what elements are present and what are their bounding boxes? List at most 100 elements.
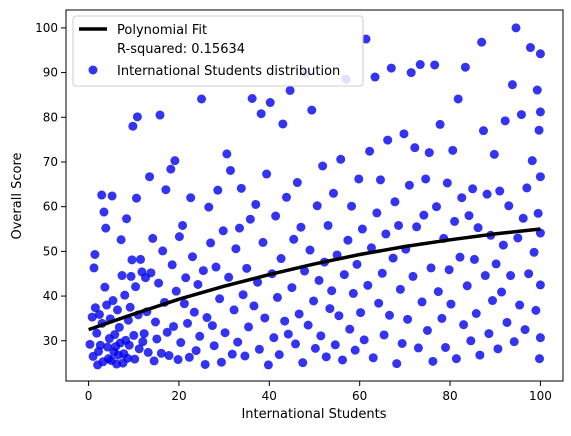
data-point [209, 341, 219, 351]
data-point [87, 312, 97, 322]
data-point [314, 275, 324, 285]
data-point [138, 337, 148, 347]
x-tick-label: 60 [352, 389, 367, 403]
data-point [309, 296, 319, 306]
data-point [404, 180, 414, 190]
data-point [287, 283, 297, 293]
data-point [169, 321, 179, 331]
data-point [437, 313, 447, 323]
legend: Polynomial Fit R-squared: 0.15634 Intern… [72, 15, 364, 87]
data-point [162, 327, 172, 337]
data-point [150, 317, 160, 327]
y-tick-label: 90 [43, 66, 58, 80]
data-point [158, 246, 168, 256]
data-point [412, 222, 422, 232]
data-point [480, 271, 490, 281]
data-point [500, 116, 510, 126]
data-point [92, 328, 102, 338]
data-point [372, 208, 382, 218]
data-point [361, 34, 371, 44]
data-point [176, 338, 186, 348]
data-point [101, 223, 111, 233]
data-point [441, 342, 451, 352]
data-point [231, 244, 241, 254]
data-point [356, 308, 366, 318]
data-point [354, 174, 364, 184]
data-point [507, 80, 517, 90]
data-point [100, 282, 110, 292]
x-axis-ticks: 0 20 40 60 80 100 [85, 381, 552, 403]
data-point [334, 311, 344, 321]
data-point [145, 172, 155, 182]
data-point [460, 62, 470, 72]
data-point [129, 330, 139, 340]
data-point [450, 216, 460, 226]
data-point [413, 343, 423, 353]
data-point [310, 343, 320, 353]
data-point [502, 317, 512, 327]
data-point [325, 304, 335, 314]
data-point [183, 318, 193, 328]
data-point [395, 284, 405, 294]
data-point [424, 148, 434, 158]
data-point [498, 240, 508, 250]
data-point [131, 193, 141, 203]
data-point [525, 43, 535, 53]
data-point [134, 344, 144, 354]
data-point [533, 208, 543, 218]
fit-line [88, 227, 541, 332]
data-point [120, 290, 130, 300]
data-point [488, 296, 498, 306]
data-point [130, 354, 140, 364]
data-point [383, 135, 393, 145]
data-point [504, 201, 514, 211]
data-point [524, 269, 534, 279]
data-point [240, 351, 250, 361]
data-point [422, 325, 432, 335]
y-axis-label: Overall Score [10, 152, 25, 239]
data-point [202, 313, 212, 323]
data-point [359, 335, 369, 345]
data-point [191, 346, 201, 356]
data-point [513, 233, 523, 243]
data-point [122, 214, 132, 224]
data-point [229, 305, 239, 315]
legend-scatter-swatch [88, 65, 98, 75]
y-tick-label: 40 [43, 289, 58, 303]
y-tick-label: 30 [43, 334, 58, 348]
data-point [534, 125, 544, 135]
data-point [269, 333, 279, 343]
data-point [102, 300, 112, 310]
data-point [365, 146, 375, 156]
data-point [274, 350, 284, 360]
data-point [392, 359, 402, 369]
data-point [254, 344, 264, 354]
data-point [216, 357, 226, 367]
data-point [283, 329, 293, 339]
data-point [516, 110, 526, 120]
data-point [444, 265, 454, 275]
data-point [256, 109, 266, 119]
data-point [482, 189, 492, 199]
data-point [247, 94, 257, 104]
data-point [211, 262, 221, 272]
data-point [94, 309, 104, 319]
data-point [303, 320, 313, 330]
data-point [316, 331, 326, 341]
data-point [511, 23, 521, 33]
data-point [285, 85, 295, 95]
data-point [236, 183, 246, 193]
data-point [272, 292, 282, 302]
data-point [468, 184, 478, 194]
data-point [343, 235, 353, 245]
data-point [379, 330, 389, 340]
data-point [477, 37, 487, 47]
data-point [419, 210, 429, 220]
data-point [276, 254, 286, 264]
data-point [471, 309, 481, 319]
y-tick-label: 100 [35, 21, 58, 35]
data-point [149, 356, 159, 366]
data-point [442, 178, 452, 188]
data-point [110, 330, 120, 340]
data-point [154, 278, 164, 288]
